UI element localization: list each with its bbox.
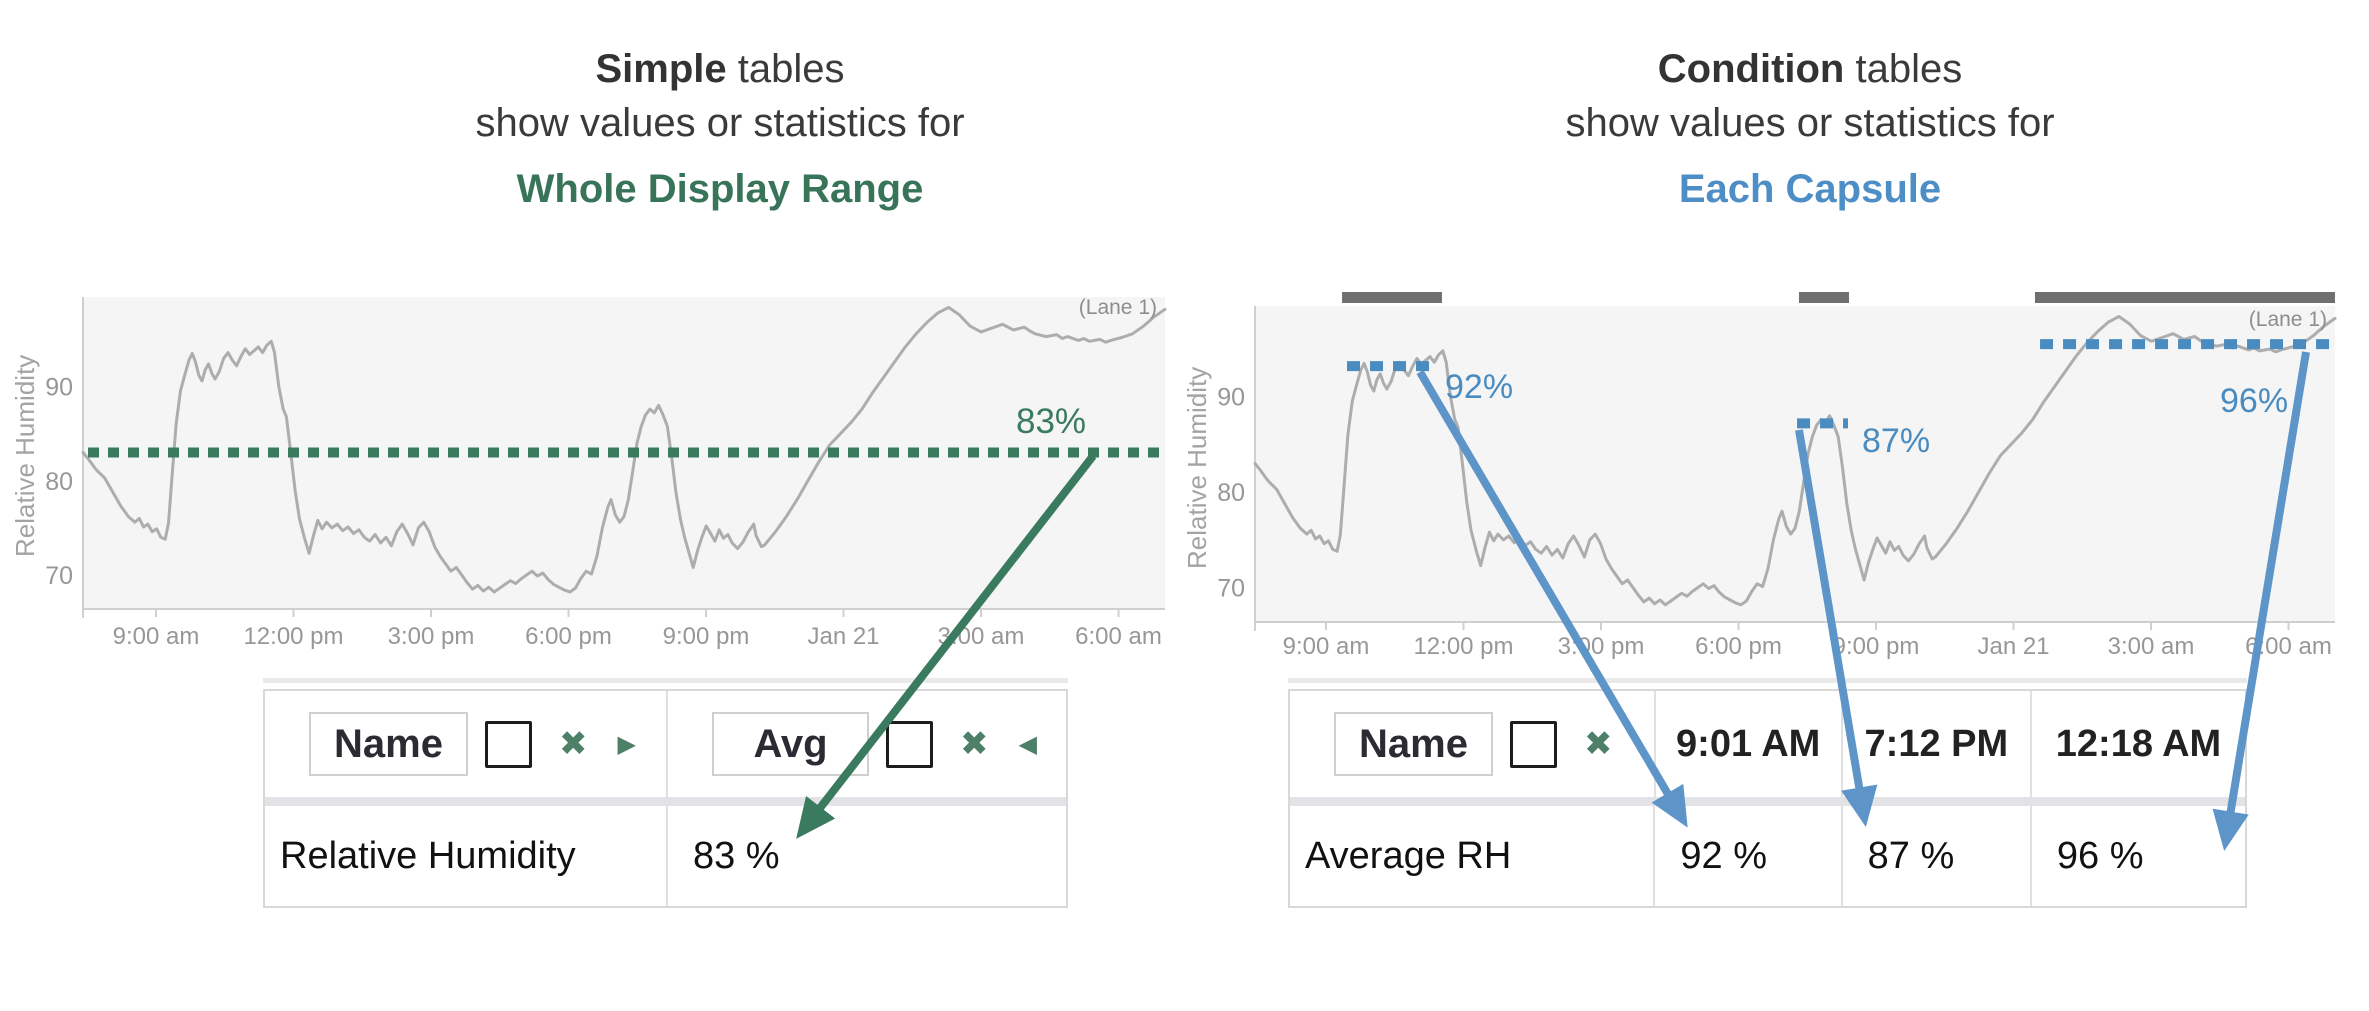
capsule-value-cell-1: 92 % [1655, 806, 1843, 906]
avg-83-callout: 83% [1016, 402, 1087, 441]
name-column-button[interactable]: Name [1334, 712, 1493, 776]
x-tick-label: 12:00 pm [1413, 633, 1513, 660]
simple-tables-heading: Simple tables [310, 42, 1130, 96]
simple-word: Simple [595, 47, 727, 91]
capsule-value-cell-2: 87 % [1843, 806, 2032, 906]
capsule-87-callout: 87% [1862, 422, 1931, 460]
signal-name-cell: Average RH [1290, 806, 1656, 906]
x-tick-label: 6:00 am [2245, 633, 2332, 660]
simple-table-data-row: Relative Humidity 83 % [265, 806, 1066, 906]
tables-word: tables [1844, 47, 1963, 91]
left-lane-label: (Lane 1) [1078, 296, 1157, 319]
signal-name-text: Average RH [1305, 834, 1512, 877]
y-tick-label: 80 [1217, 479, 1245, 507]
condition-tables-subtitle: show values or statistics for [1565, 101, 2055, 145]
table-top-strip [1288, 678, 2247, 683]
capsule-column-header-2[interactable]: 7:12 PM [1843, 691, 2032, 797]
x-tick-label: 9:00 pm [663, 623, 750, 650]
name-column-remove-icon[interactable]: ✖ [559, 724, 588, 764]
x-tick-label: 9:00 am [1283, 633, 1370, 660]
capsule-bar-2 [1798, 292, 1849, 303]
move-column-left-icon[interactable]: ◀ [1018, 730, 1037, 758]
avg-header-cell: Avg ✖ ◀ [668, 691, 1066, 797]
y-tick-label: 70 [45, 562, 73, 590]
right-y-axis-label: Relative Humidity [1182, 366, 1212, 569]
relative-humidity-trace [81, 305, 1167, 594]
x-tick-label: 6:00 pm [1695, 633, 1782, 660]
capsule-value-text-1: 92 % [1680, 834, 1767, 877]
simple-table-header-row: Name ✖ ▶ Avg ✖ ◀ [265, 691, 1066, 797]
avg-column-remove-icon[interactable]: ✖ [959, 724, 989, 764]
x-tick-label: 3:00 pm [1558, 633, 1645, 660]
capsule-value-text-2: 87 % [1867, 834, 1955, 877]
name-header-cell: Name ✖ ▶ [265, 691, 668, 797]
condition-table-header-row: Name ✖ 9:01 AM 7:12 PM 12:18 AM [1290, 691, 2245, 797]
capsule-column-header-3[interactable]: 12:18 AM [2055, 722, 2222, 765]
avg-value-text: 83 % [692, 834, 780, 877]
x-tick-label: 9:00 pm [1833, 633, 1920, 660]
capsule-bar-1 [1342, 292, 1442, 303]
each-capsule-label: Each Capsule [1678, 167, 1942, 211]
name-column-remove-icon[interactable]: ✖ [1584, 724, 1613, 764]
condition-tables-heading: Condition tables [1400, 42, 2220, 96]
capsule-96-callout: 96% [2220, 382, 2289, 420]
signal-name-cell: Relative Humidity [265, 806, 668, 906]
x-tick-label: 12:00 pm [243, 623, 343, 650]
x-tick-label: 6:00 pm [525, 623, 612, 650]
plot-background [1255, 306, 2335, 621]
simple-tables-subtitle: show values or statistics for [475, 101, 965, 145]
tables-word: tables [726, 47, 845, 91]
name-column-checkbox[interactable] [485, 720, 532, 768]
signal-name-text: Relative Humidity [280, 834, 576, 877]
avg-column-checkbox[interactable] [885, 720, 933, 768]
x-tick-label: 3:00 am [2108, 633, 2195, 660]
x-tick-label: 9:00 am [113, 623, 200, 650]
whole-display-range-label: Whole Display Range [516, 167, 924, 211]
name-column-button[interactable]: Name [309, 712, 468, 776]
y-tick-label: 90 [1217, 384, 1245, 412]
avg-value-cell: 83 % [668, 806, 1066, 906]
simple-table: Name ✖ ▶ Avg ✖ ◀ Relative Humidity 83 % [263, 678, 1068, 908]
condition-table-data-row: Average RH 92 % 87 % 96 % [1290, 806, 2245, 906]
table-top-strip [263, 678, 1068, 683]
capsule-bar-3 [2034, 292, 2335, 303]
capsule-value-cell-3: 96 % [2032, 806, 2245, 906]
name-header-cell: Name ✖ [1290, 691, 1656, 797]
y-tick-label: 70 [1217, 575, 1245, 603]
header-body-divider [265, 797, 1066, 806]
y-tick-label: 80 [45, 468, 73, 496]
simple-tables-title: Simple tables show values or statistics … [310, 42, 1130, 214]
x-tick-label: 3:00 pm [388, 623, 475, 650]
name-column-checkbox[interactable] [1510, 720, 1557, 768]
condition-table: Name ✖ 9:01 AM 7:12 PM 12:18 AM Average … [1288, 678, 2247, 908]
x-tick-label: Jan 21 [1977, 633, 2049, 660]
condition-tables-title: Condition tables show values or statisti… [1400, 42, 2220, 214]
move-column-right-icon[interactable]: ▶ [617, 730, 636, 758]
capsule-92-callout: 92% [1445, 368, 1514, 406]
header-body-divider [1290, 797, 2245, 806]
condition-word: Condition [1657, 47, 1845, 91]
capsule-column-header-1[interactable]: 9:01 AM [1656, 691, 1843, 797]
avg-column-button[interactable]: Avg [711, 712, 869, 776]
capsule-value-text-3: 96 % [2056, 834, 2144, 877]
left-y-axis-label: Relative Humidity [10, 354, 40, 557]
right-lane-label: (Lane 1) [2248, 308, 2327, 331]
y-tick-label: 90 [45, 374, 73, 402]
